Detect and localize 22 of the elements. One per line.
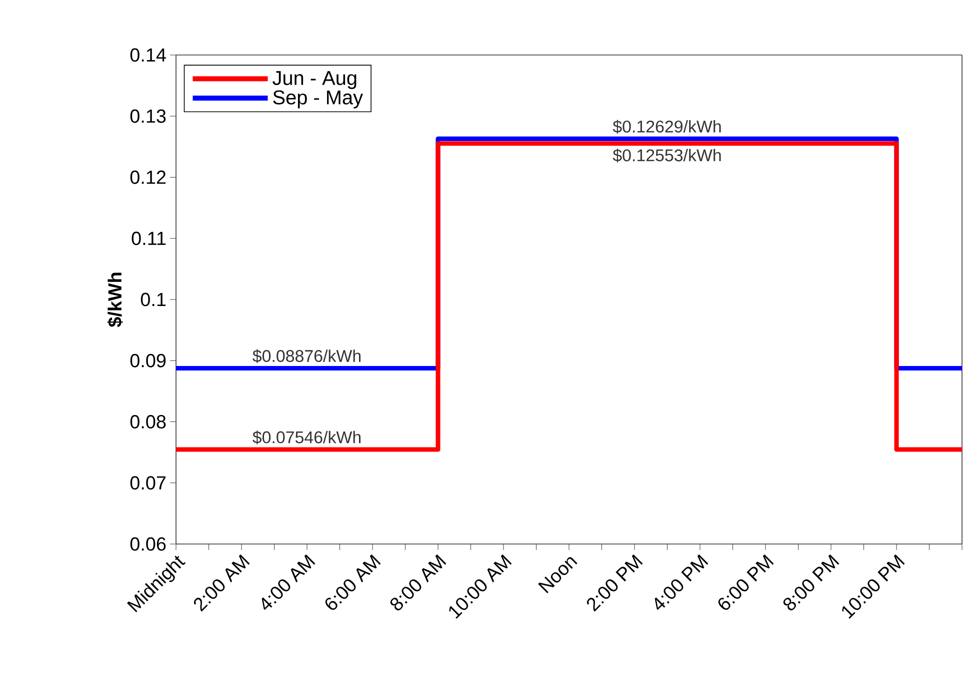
y-tick-label: 0.12 <box>130 170 166 184</box>
x-tick-label: 4:00 PM <box>654 554 708 610</box>
y-axis-title: $/kWh <box>107 272 123 328</box>
y-tick-label: 0.1 <box>140 292 166 306</box>
y-tick-label: 0.11 <box>132 232 166 246</box>
annotation: $0.12629/kWh <box>612 120 721 134</box>
y-tick-label: 0.07 <box>130 476 166 490</box>
x-tick-label: 6:00 AM <box>325 554 381 610</box>
y-tick-label: 0.09 <box>130 354 166 368</box>
annotation: $0.12553/kWh <box>612 148 721 162</box>
y-tick-label: 0.13 <box>130 109 166 123</box>
legend-label: Jun - Aug <box>272 71 356 90</box>
annotation: $0.07546/kWh <box>252 430 360 444</box>
x-tick-label: 8:00 PM <box>783 554 840 610</box>
legend-label: Sep - May <box>273 90 363 108</box>
y-tick-label: 0.08 <box>130 415 166 428</box>
x-tick-label: 4:00 AM <box>262 554 316 610</box>
annotation: $0.08876/kWh <box>252 349 360 364</box>
y-tick-label: 0.06 <box>130 537 166 551</box>
x-tick-label: 8:00 AM <box>390 554 446 610</box>
x-tick-label: 6:00 PM <box>718 554 774 610</box>
y-tick-label: 0.14 <box>130 48 166 62</box>
